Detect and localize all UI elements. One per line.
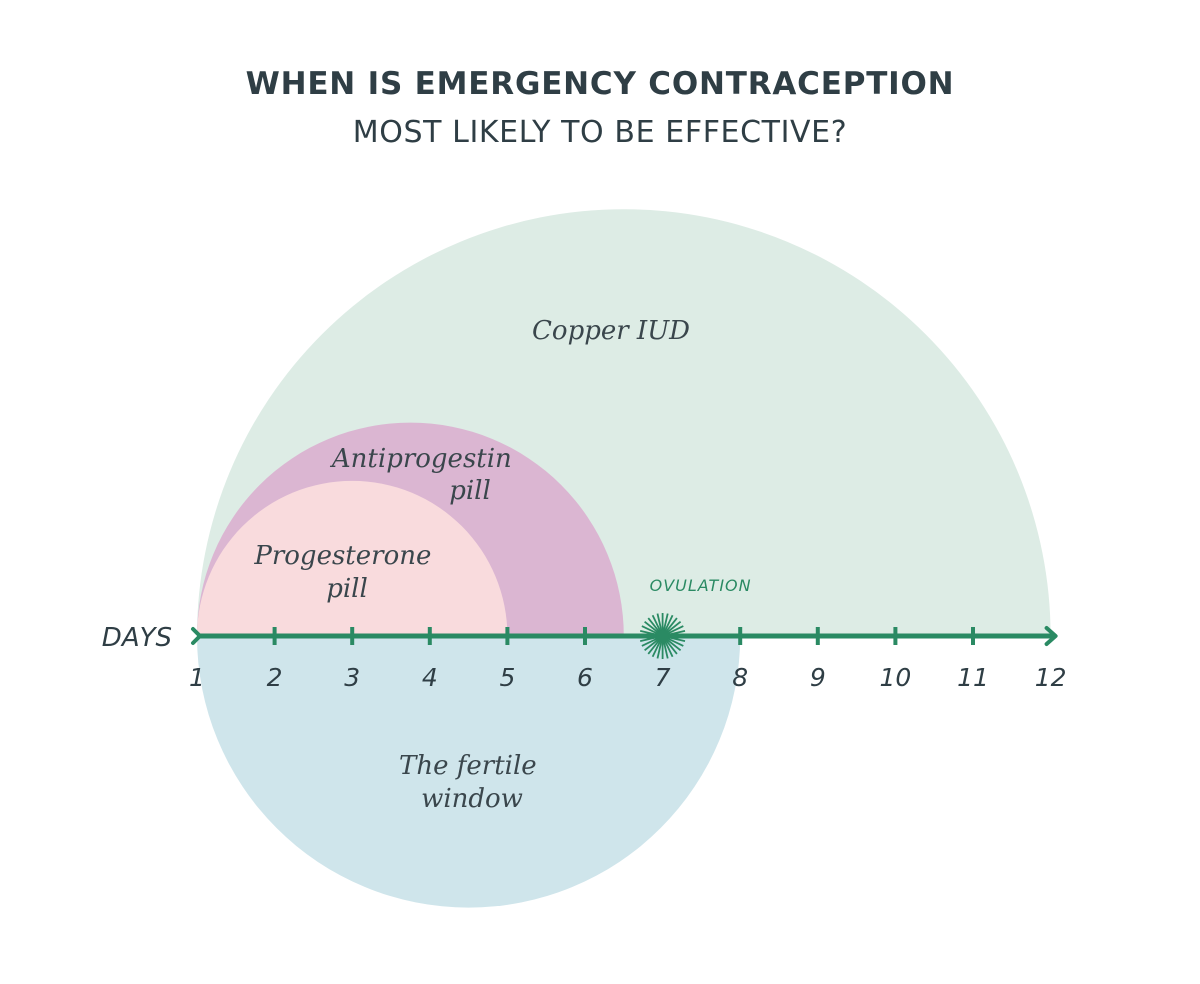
progesterone-label-line-2: pill [326, 574, 368, 604]
day-tick-label: 6 [577, 663, 593, 692]
ovulation-burst-icon [639, 613, 686, 659]
day-tick-labels: 1 2 3 4 5 6 7 8 9 10 11 12 [189, 663, 1066, 692]
antiprogestin-label: Antiprogestin pill [330, 444, 520, 506]
days-axis-label: DAYS [102, 623, 172, 653]
axis-end-arrow-icon [1044, 626, 1058, 646]
title-line-1: WHEN IS EMERGENCY CONTRACEPTION [246, 66, 955, 102]
title-line-2: MOST LIKELY TO BE EFFECTIVE? [353, 115, 847, 150]
day-tick-label: 7 [655, 663, 671, 692]
day-tick-label: 5 [499, 663, 515, 692]
fertile-window-label: The fertile window [399, 751, 545, 814]
progesterone-region [197, 480, 508, 636]
day-tick-label: 11 [957, 663, 989, 692]
fertile-window-label-line-1: The fertile [399, 751, 537, 781]
fertile-window-label-line-2: window [421, 784, 523, 814]
antiprogestin-label-line-2: pill [449, 476, 491, 506]
progesterone-label: Progesterone pill [253, 541, 439, 604]
day-tick-label: 3 [344, 663, 360, 692]
day-tick-label: 10 [879, 663, 911, 692]
day-tick-label: 2 [267, 663, 283, 692]
ovulation-label: OVULATION [650, 576, 752, 595]
day-tick-label: 4 [422, 663, 438, 692]
day-tick-label: 9 [810, 663, 826, 692]
copper-iud-label: Copper IUD [532, 316, 690, 346]
day-tick-label: 8 [732, 663, 748, 692]
ovulation-core [656, 630, 669, 642]
day-tick-label: 12 [1035, 663, 1067, 692]
day-ticks [272, 627, 975, 645]
antiprogestin-label-line-1: Antiprogestin [330, 444, 512, 474]
progesterone-label-line-1: Progesterone [253, 541, 431, 571]
fertile-window-region [197, 636, 741, 908]
copper-iud-label-line: Copper IUD [532, 316, 690, 346]
day-tick-label: 1 [189, 663, 205, 692]
axis-start-chevron-icon [191, 627, 202, 645]
days-axis [191, 626, 1058, 646]
